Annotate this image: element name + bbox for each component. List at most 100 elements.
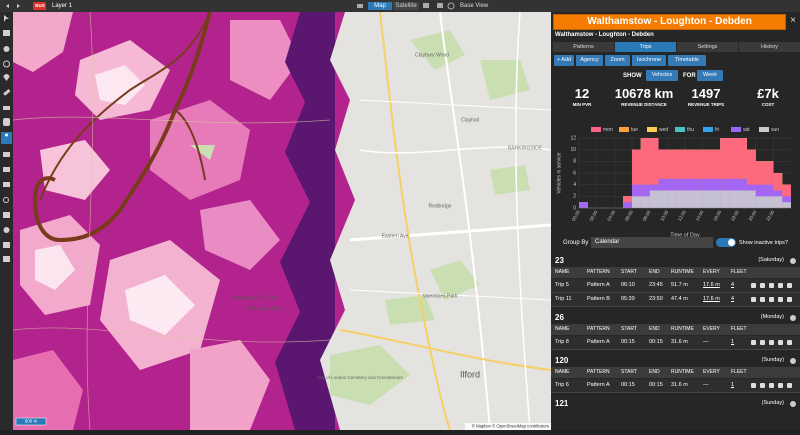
step-bar (640, 138, 650, 208)
row-action-button[interactable] (769, 383, 774, 388)
for-select[interactable]: Week (697, 70, 723, 81)
map-label: Clayhall (461, 117, 479, 123)
row-action-button[interactable] (769, 340, 774, 345)
trip-row: Trip 5 Pattern A 06:10 23:45 51.7 m 17.6 m 4 (551, 279, 800, 293)
tool[interactable] (3, 182, 10, 187)
row-action-button[interactable] (760, 283, 765, 288)
stat: 1497 REVENUE TRIPS (675, 86, 737, 107)
undo-icon[interactable] (6, 4, 9, 8)
map-mode-map[interactable]: Map (368, 2, 392, 10)
trip-row: Trip 8 Pattern A 00:15 00:15 31.6 m — 1 (551, 336, 800, 350)
show-select[interactable]: Vehicles (646, 70, 678, 81)
action-button[interactable]: Zoom (605, 55, 630, 66)
tool[interactable] (3, 152, 10, 157)
tool[interactable] (3, 74, 10, 81)
tool[interactable] (3, 227, 10, 233)
trip-cell: 00:15 (621, 382, 635, 388)
group-settings-button[interactable] (790, 358, 796, 364)
group-settings-button[interactable] (790, 315, 796, 321)
select-tool[interactable] (4, 15, 9, 22)
group-by-label: Group By (563, 240, 589, 246)
row-action-button[interactable] (787, 340, 792, 345)
trip-cell: 05:39 (621, 296, 635, 302)
globe-icon[interactable] (447, 2, 455, 10)
tool[interactable] (3, 46, 10, 52)
row-action-button[interactable] (760, 383, 765, 388)
heatmap-dark (275, 12, 335, 430)
row-action-button[interactable] (778, 340, 783, 345)
search-tool[interactable] (3, 197, 9, 203)
tool[interactable] (3, 30, 10, 36)
column-header: PATTERN (587, 326, 610, 332)
stat-label: MIN PVR (572, 102, 592, 107)
map[interactable]: Claybury Wood Clayhall BARKINGSIDE Redbr… (13, 12, 551, 430)
row-action-button[interactable] (751, 283, 756, 288)
active-tool[interactable] (1, 132, 12, 144)
group-by-select[interactable]: Calendar (591, 237, 713, 248)
close-button[interactable]: × (790, 15, 796, 26)
heatmap-light (13, 12, 300, 430)
step-bar (782, 184, 791, 208)
tool-icons (1, 15, 12, 262)
legend-swatch (591, 127, 601, 132)
row-action-button[interactable] (751, 383, 756, 388)
step-bar (685, 190, 694, 208)
base-view[interactable]: Base View (460, 3, 489, 9)
toggle[interactable] (716, 238, 736, 247)
row-action-button[interactable] (751, 297, 756, 302)
camera-icon[interactable] (437, 3, 443, 8)
row-action-button[interactable] (787, 383, 792, 388)
legend-label: thu (687, 127, 694, 133)
tab[interactable]: History (739, 42, 800, 52)
trip-cell: 4 (731, 296, 735, 302)
legend-swatch (647, 127, 657, 132)
tool[interactable] (3, 167, 10, 172)
step-bar (632, 149, 641, 208)
tab[interactable]: Patterns (553, 42, 614, 52)
trip-cell: 23:45 (649, 282, 663, 288)
column-header: EVERY (703, 269, 720, 275)
trip-cell: Trip 8 (555, 339, 569, 345)
group-settings-button[interactable] (790, 258, 796, 264)
row-action-button[interactable] (760, 340, 765, 345)
row-action-button[interactable] (769, 297, 774, 302)
tool[interactable] (3, 212, 10, 218)
monitor-icon[interactable] (423, 3, 429, 8)
legend-swatch (759, 127, 769, 132)
row-action-button[interactable] (769, 283, 774, 288)
row-action-button[interactable] (778, 297, 783, 302)
step-bar (632, 184, 641, 208)
tab[interactable]: Settings (677, 42, 738, 52)
row-action-button[interactable] (787, 283, 792, 288)
row-action-button[interactable] (787, 297, 792, 302)
route-panel: Walthamstow - Loughton - Debden × Waltha… (551, 12, 800, 430)
step-bar (764, 161, 774, 208)
y-tick-label: 6 (573, 170, 576, 176)
chart-tool[interactable] (3, 242, 10, 248)
tab[interactable]: Trips (615, 42, 676, 52)
bus-tool[interactable] (3, 118, 10, 126)
action-button[interactable]: Timetable (668, 55, 706, 66)
layer-name[interactable]: Layer 1 (52, 3, 73, 9)
x-tick-label: 16:00 (712, 209, 722, 222)
action-button[interactable]: Isochrone (632, 55, 666, 66)
step-bar (632, 196, 641, 208)
column-header: END (649, 326, 660, 332)
tool[interactable] (3, 106, 10, 110)
action-button[interactable]: + Add (554, 55, 574, 66)
redo-icon[interactable] (17, 4, 20, 8)
trip-row: Trip 11 Pattern B 05:39 23:50 47.4 m 17.6 m 4 (551, 293, 800, 307)
map-mode-satellite[interactable]: Satellite (393, 2, 419, 10)
row-action-button[interactable] (751, 340, 756, 345)
row-action-button[interactable] (778, 383, 783, 388)
action-button[interactable]: Agency (576, 55, 603, 66)
row-action-button[interactable] (778, 283, 783, 288)
camera-tool[interactable] (3, 256, 10, 262)
legend-label: fri (715, 127, 719, 133)
group-settings-button[interactable] (790, 401, 796, 407)
tool[interactable] (3, 88, 11, 96)
row-action-button[interactable] (760, 297, 765, 302)
trip-cell: 1 (731, 339, 735, 345)
column-header: PATTERN (587, 369, 610, 375)
tool[interactable] (3, 60, 10, 68)
